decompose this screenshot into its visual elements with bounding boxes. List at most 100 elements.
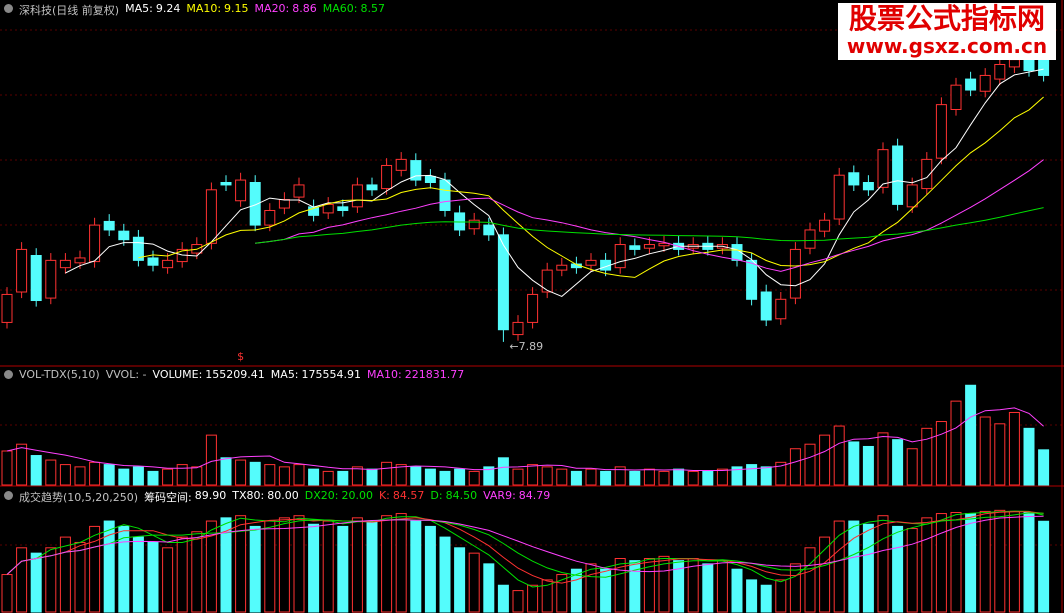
bar <box>74 466 86 486</box>
bar <box>643 558 655 613</box>
bar <box>833 520 845 613</box>
legend-value: 175554.91 <box>301 368 362 381</box>
bar <box>775 579 787 613</box>
bar <box>629 560 641 613</box>
candle-body <box>45 259 57 299</box>
candle-body <box>439 179 451 211</box>
indicator-line <box>6 407 1044 471</box>
bar <box>731 568 743 613</box>
candle-body <box>965 78 977 91</box>
bar <box>89 525 101 613</box>
bar <box>789 563 801 613</box>
candle-body <box>59 259 71 269</box>
candle-body <box>89 224 101 263</box>
bar <box>45 547 57 613</box>
bar <box>1038 449 1050 486</box>
bar <box>147 541 159 613</box>
watermark: 股票公式指标网 www.gsxz.com.cn <box>838 3 1056 60</box>
bar <box>950 400 962 486</box>
bar <box>351 466 363 486</box>
volume-legend: VOL-TDX(5,10) VVOL: - VOLUME: 155209.41 MA5:… <box>4 368 464 381</box>
candle-body <box>337 206 349 211</box>
candle-body <box>74 257 86 264</box>
ma-line <box>255 207 1044 244</box>
legend-name: MA10: <box>367 368 402 381</box>
bar <box>687 470 699 486</box>
candle-body <box>731 244 743 261</box>
bar <box>892 439 904 486</box>
bar <box>410 520 422 613</box>
legend-item: 筹码空间: 89.90 <box>144 489 226 505</box>
bar <box>366 520 378 613</box>
candle-body <box>775 298 787 320</box>
bar <box>935 513 947 613</box>
bar <box>541 466 553 486</box>
candle-body <box>366 184 378 191</box>
bar <box>658 470 670 486</box>
candle-body <box>585 259 597 266</box>
bar <box>278 466 290 486</box>
candle-body <box>483 224 495 236</box>
bar <box>483 563 495 613</box>
ma-line <box>138 96 1044 278</box>
bar <box>454 468 466 486</box>
indicator-line <box>6 510 1044 588</box>
low-annotation: ←7.89 <box>509 340 543 353</box>
legend-item: MA60: 8.57 <box>323 2 385 18</box>
bar <box>337 470 349 486</box>
bar <box>322 520 334 613</box>
bar <box>658 555 670 613</box>
bar <box>556 574 568 613</box>
candle-body <box>1 293 13 323</box>
candle-body <box>950 84 962 110</box>
legend-name: MA20: <box>254 2 290 15</box>
candle-body <box>205 189 217 244</box>
bar <box>746 579 758 613</box>
bar <box>862 523 874 613</box>
bar <box>994 509 1006 613</box>
legend-item: VOL-TDX(5,10) <box>19 368 100 381</box>
bar <box>1 574 13 613</box>
candle-body <box>264 209 276 226</box>
legend-value: 9.15 <box>224 2 249 15</box>
bar <box>921 517 933 613</box>
bar <box>337 525 349 613</box>
bar <box>468 552 480 613</box>
bar <box>994 423 1006 486</box>
candle-body <box>746 259 758 300</box>
bar <box>162 547 174 613</box>
legend-item: TX80: 80.00 <box>232 489 298 505</box>
watermark-url: www.gsxz.com.cn <box>846 34 1048 58</box>
bar <box>351 517 363 613</box>
bar <box>702 563 714 613</box>
bar <box>191 531 203 613</box>
bar <box>673 468 685 486</box>
candle-body <box>527 293 539 323</box>
bar <box>512 468 524 486</box>
bar <box>497 457 509 486</box>
legend-name: TX80: <box>232 489 265 502</box>
bar <box>103 464 115 486</box>
legend-value: 155209.41 <box>205 368 265 381</box>
bar <box>132 466 144 486</box>
watermark-title: 股票公式指标网 <box>848 2 1045 35</box>
bar <box>585 468 597 486</box>
candle-body <box>906 184 918 208</box>
bar <box>89 461 101 486</box>
candle-body <box>935 104 947 159</box>
bar <box>162 468 174 486</box>
bar <box>59 536 71 613</box>
candle-body <box>789 248 801 299</box>
bar <box>512 590 524 613</box>
legend-name: VOLUME: <box>152 368 203 381</box>
candle-body <box>892 145 904 205</box>
bar <box>673 560 685 613</box>
legend-name: MA60: <box>322 2 358 15</box>
bar <box>746 464 758 486</box>
legend-item: D: 84.50 <box>430 489 477 505</box>
candle-body <box>468 219 480 230</box>
marker: $ <box>237 350 244 363</box>
icon <box>4 370 13 379</box>
